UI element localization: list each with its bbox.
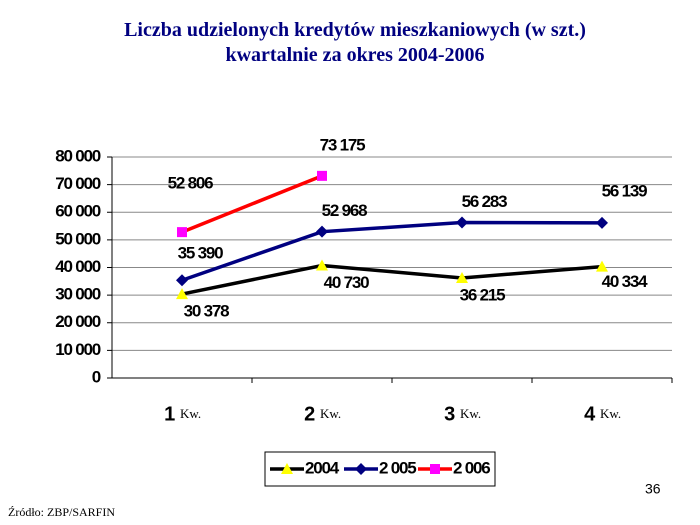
x-tick-label: 3 (444, 403, 455, 425)
value-label: 56 139 (602, 181, 648, 200)
x-tick-suffix: Kw. (460, 406, 481, 421)
value-label: 30 378 (184, 302, 230, 321)
y-tick-label: 50 000 (55, 229, 101, 248)
point (317, 170, 327, 181)
point (176, 274, 188, 287)
legend-marker (281, 463, 293, 474)
value-label: 40 730 (324, 273, 370, 292)
x-tick-label: 2 (304, 403, 315, 425)
x-tick-suffix: Kw. (180, 406, 201, 421)
value-label: 56 283 (462, 192, 508, 211)
x-tick-label: 1 (164, 403, 175, 425)
series-line (181, 220, 603, 282)
page-number: 36 (645, 481, 661, 497)
value-label: 52 806 (168, 174, 214, 193)
y-tick-label: 30 000 (55, 285, 101, 304)
y-tick-label: 40 000 (55, 257, 101, 276)
point (316, 259, 328, 271)
legend-label: 2 006 (453, 458, 490, 477)
value-label: 40 334 (602, 272, 649, 291)
x-tick-suffix: Kw. (600, 406, 621, 421)
chart-title: Liczba udzielonych kredytów mieszkaniowy… (124, 19, 586, 66)
y-tick-label: 20 000 (55, 312, 101, 331)
point (316, 225, 328, 238)
value-label: 73 175 (320, 135, 366, 154)
value-label: 35 390 (178, 244, 224, 263)
y-tick-label: 60 000 (55, 202, 101, 221)
point (177, 227, 187, 238)
legend-label: 2 005 (379, 458, 416, 477)
series-line (181, 174, 323, 234)
x-tick-suffix: Kw. (320, 406, 341, 421)
x-tick-label: 4 (584, 403, 596, 425)
legend-marker (355, 463, 367, 475)
legend-marker (430, 464, 440, 474)
point (456, 271, 468, 283)
value-label: 36 215 (460, 285, 506, 304)
value-label: 52 968 (322, 201, 368, 220)
y-tick-label: 70 000 (55, 174, 101, 193)
legend-label: 2004 (305, 458, 340, 477)
source: Źródło: ZBP/SARFIN (8, 505, 115, 519)
point (596, 216, 608, 229)
y-tick-label: 0 (92, 367, 101, 386)
point (176, 288, 188, 300)
y-tick-label: 10 000 (55, 340, 101, 359)
series-line (181, 263, 603, 296)
y-tick-label: 80 000 (55, 146, 101, 165)
point (456, 216, 468, 229)
point (596, 260, 608, 272)
